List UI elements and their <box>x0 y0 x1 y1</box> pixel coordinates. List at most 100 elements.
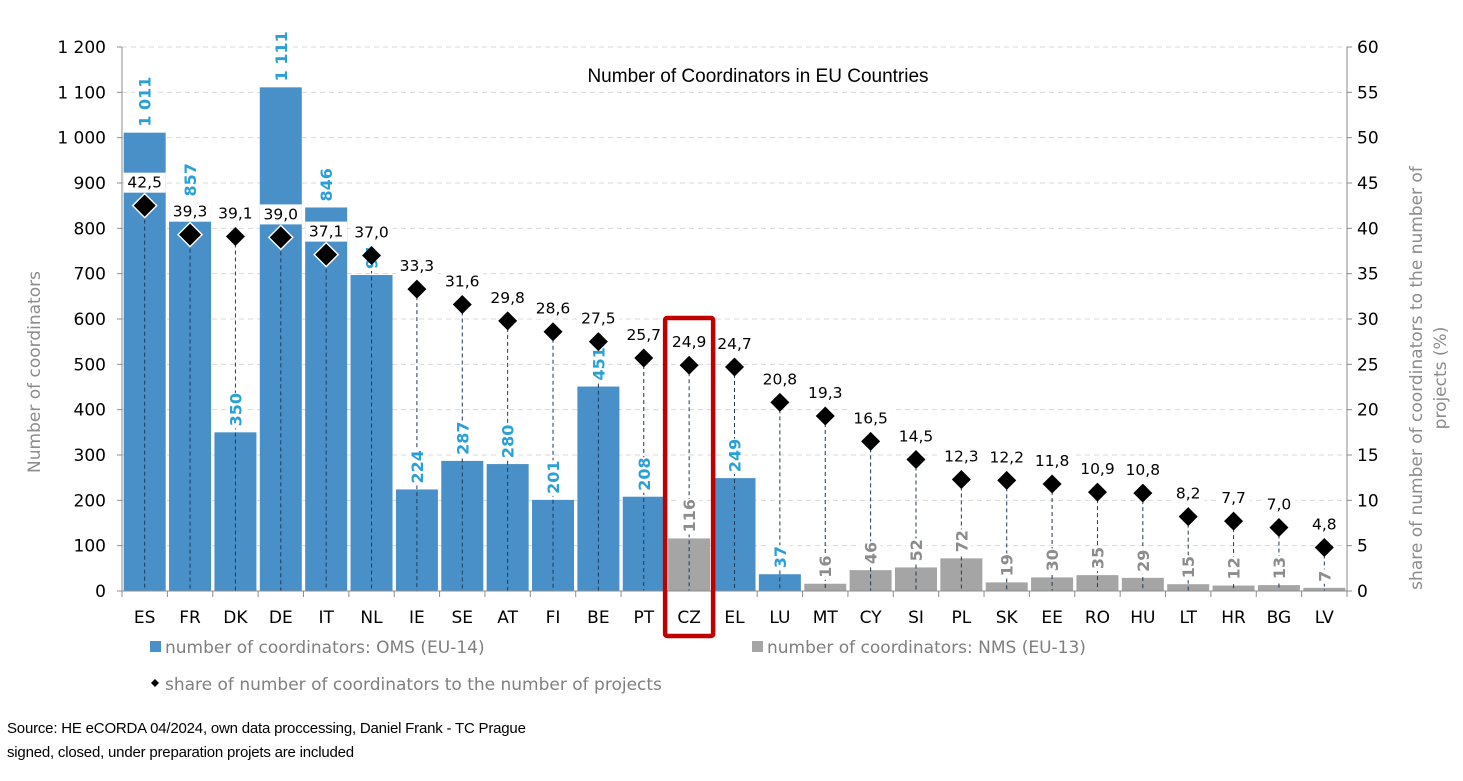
share-marker <box>997 470 1017 490</box>
x-tick-label: PL <box>951 608 971 628</box>
share-marker <box>1087 482 1107 502</box>
share-value-label: 24,9 <box>672 333 707 351</box>
y-tick-label: 600 <box>74 310 106 330</box>
bar-value-label: 208 <box>635 457 654 490</box>
y-tick-label: 700 <box>74 265 106 285</box>
x-tick-label: BG <box>1267 608 1292 628</box>
y-tick-label: 1 100 <box>57 83 106 103</box>
share-marker <box>1178 507 1198 527</box>
legend-label-share: share of number of coordinators to the n… <box>165 675 662 695</box>
legend-diamond-icon <box>151 679 159 687</box>
bar-value-label: 16 <box>816 555 835 577</box>
share-label-bg <box>849 408 892 429</box>
x-tick-label: HR <box>1221 608 1246 628</box>
x-tick-label: LU <box>769 608 790 628</box>
share-label-bg <box>577 308 620 329</box>
y2-tick-label: 40 <box>1357 219 1379 239</box>
bar-value-label: 30 <box>1043 549 1062 571</box>
bar-value-label: 52 <box>907 539 926 561</box>
share-label-bg <box>940 446 983 467</box>
bar <box>1257 585 1300 591</box>
share-marker <box>815 406 835 426</box>
x-tick-label: DK <box>223 608 248 628</box>
x-tick-label: LT <box>1179 608 1197 628</box>
share-marker <box>906 450 926 470</box>
y2-tick-label: 35 <box>1357 265 1379 285</box>
share-label-bg <box>668 332 711 353</box>
source-note: Source: HE eCORDA 04/2024, own data proc… <box>7 720 526 737</box>
bar-label-bg <box>724 438 745 475</box>
y-tick-label: 100 <box>74 537 106 557</box>
x-tick-label: FR <box>179 608 201 628</box>
bar-label-bg <box>1223 556 1244 582</box>
share-markers <box>131 192 1334 557</box>
share-value-label: 20,8 <box>763 370 798 388</box>
bar-label-bg <box>316 167 337 204</box>
share-value-label: 8,2 <box>1176 485 1201 503</box>
chart-title: Number of Coordinators in EU Countries <box>587 66 928 87</box>
share-value-labels: 42,5 39,3 39,1 39,0 37,1 37,0 33,3 31,6 29,8 28,6… <box>123 172 1341 535</box>
bar-value-label: 1 011 <box>136 77 155 127</box>
y2-tick-label: 30 <box>1357 310 1379 330</box>
legend-label-nms: number of coordinators: NMS (EU-13) <box>767 638 1086 658</box>
bar-value-label: 29 <box>1134 550 1153 572</box>
x-tick-label: EE <box>1041 608 1062 628</box>
x-tick-label: BE <box>587 608 609 628</box>
share-label-bg <box>1217 488 1250 509</box>
share-label-bg <box>1171 483 1205 504</box>
bar-label-bg <box>497 424 518 461</box>
share-marker <box>133 194 156 217</box>
inclusion-note: signed, closed, under preparation projet… <box>7 744 354 761</box>
x-tick-label: LV <box>1315 608 1335 628</box>
share-label-bg <box>1076 459 1119 480</box>
x-tick-label: IE <box>409 608 425 628</box>
y-tick-label: 200 <box>74 491 106 511</box>
share-value-label: 33,3 <box>400 257 435 275</box>
x-tick-label: MT <box>813 608 839 628</box>
bar-value-label: 12 <box>1225 557 1244 579</box>
x-tick-label: SK <box>996 608 1019 628</box>
bar-value-label: 280 <box>499 425 518 458</box>
legend: number of coordinators: OMS (EU-14) numb… <box>150 638 1086 695</box>
bar <box>1212 585 1255 591</box>
highlight-box <box>662 315 716 639</box>
share-marker <box>225 226 245 246</box>
share-marker <box>1314 537 1334 557</box>
share-value-label: 29,8 <box>490 289 525 307</box>
x-tick-label: HU <box>1130 608 1155 628</box>
y-tick-label: 400 <box>74 401 106 421</box>
share-label-bg <box>1031 451 1074 472</box>
share-label-bg <box>894 426 937 447</box>
share-marker <box>770 392 790 412</box>
share-value-label: 12,3 <box>944 447 979 465</box>
share-label-bg <box>622 324 665 345</box>
share-value-label: 12,2 <box>989 448 1024 466</box>
bar-value-label: 15 <box>1179 556 1198 578</box>
y-axis-title: Number of coordinators <box>25 271 45 473</box>
x-tick-label: ES <box>134 608 156 628</box>
y2-tick-label: 10 <box>1357 491 1379 511</box>
legend-swatch-oms <box>150 641 161 652</box>
bar-label-bg <box>905 538 926 564</box>
bar-value-label: 350 <box>226 393 245 426</box>
share-marker <box>679 355 699 375</box>
share-value-label: 24,7 <box>717 335 752 353</box>
bar <box>1303 587 1346 591</box>
share-marker <box>1224 511 1244 531</box>
x-tick-label: AT <box>497 608 518 628</box>
share-label-bg <box>532 298 575 319</box>
bar <box>758 574 801 591</box>
highlight-box-cz <box>662 315 716 639</box>
share-marker <box>407 279 427 299</box>
bar-label-bg <box>1132 548 1153 574</box>
bar-value-label: 46 <box>862 542 881 564</box>
share-value-label: 25,7 <box>627 326 662 344</box>
share-label-bg <box>441 271 484 292</box>
share-marker <box>1133 483 1153 503</box>
bar-label-bg <box>1268 556 1289 582</box>
share-label-bg <box>486 287 529 308</box>
bar-value-label: 116 <box>680 499 699 532</box>
x-tick-label: EL <box>724 608 745 628</box>
